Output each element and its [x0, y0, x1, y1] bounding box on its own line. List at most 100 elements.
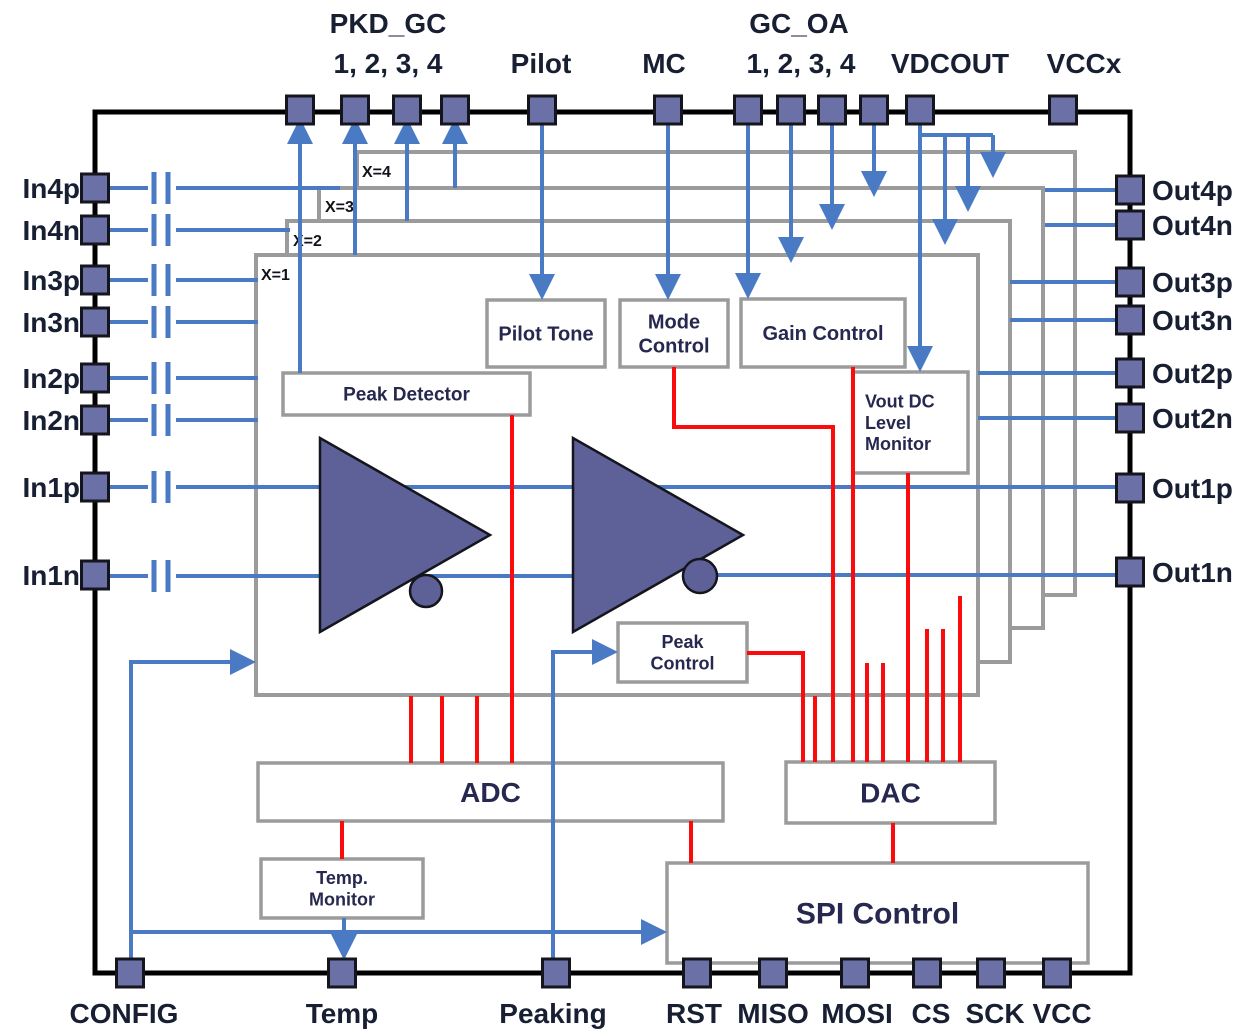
- top-pin-label: 1, 2, 3, 4: [747, 48, 856, 79]
- block-vout-dc-level-monitor-label: Vout DC: [865, 392, 935, 412]
- control-arrowhead: [932, 219, 958, 245]
- bottom-pin-label: MOSI: [821, 998, 893, 1029]
- block-spi-control: [665, 861, 1090, 965]
- block-pilot-tone-label: Pilot Tone: [498, 324, 593, 346]
- bottom-pin-label: Peaking: [499, 998, 606, 1029]
- pin-in1p: [80, 471, 110, 503]
- pin-vdcout: [905, 94, 935, 126]
- amp-2-triangle: [571, 435, 746, 635]
- control-arrowhead: [735, 273, 761, 299]
- pin-out1p: [1115, 472, 1145, 504]
- right-pin-label: Out2n: [1152, 403, 1233, 434]
- top-pin-label: 1, 2, 3, 4: [334, 48, 443, 79]
- pin-cs: [912, 957, 942, 989]
- layer-label: X=4: [362, 164, 391, 181]
- left-pin-label: In4n: [22, 215, 80, 246]
- block-adc: [256, 761, 725, 823]
- block-peak-control-label: Peak: [661, 632, 704, 652]
- control-arrowhead: [955, 186, 981, 212]
- pin-out1n: [1115, 556, 1145, 588]
- pin-in1n: [80, 559, 110, 591]
- right-pin-label: Out4n: [1152, 210, 1233, 241]
- left-pin-label: In2p: [22, 363, 80, 394]
- control-arrowhead: [287, 118, 313, 144]
- block-temp-monitor-label: Temp.: [316, 868, 368, 888]
- pin-in4n: [80, 214, 110, 246]
- block-mode-control-label: Mode: [648, 312, 700, 334]
- pin-in3p: [80, 264, 110, 296]
- right-pin-label: Out1p: [1152, 473, 1233, 504]
- bottom-pin-label: CONFIG: [70, 998, 179, 1029]
- pin-vcc: [1042, 957, 1072, 989]
- right-pin-label: Out4p: [1152, 175, 1233, 206]
- right-pin-label: Out1n: [1152, 557, 1233, 588]
- pin-miso: [758, 957, 788, 989]
- right-pin-label: Out3p: [1152, 267, 1233, 298]
- monitor-line: [672, 367, 835, 762]
- control-arrowhead: [641, 919, 667, 945]
- block-spi-control-label: SPI Control: [796, 898, 959, 931]
- control-arrowhead: [861, 171, 887, 197]
- pin-out3n: [1115, 304, 1145, 336]
- control-arrowhead: [907, 346, 933, 372]
- block-pilot-tone: [485, 298, 607, 369]
- right-pin-label: Out3n: [1152, 305, 1233, 336]
- monitor-line: [747, 651, 805, 762]
- right-pin-label: Out2p: [1152, 358, 1233, 389]
- pin-config: [115, 957, 145, 989]
- pin-out2p: [1115, 357, 1145, 389]
- pin-pkd-gc-3: [392, 94, 422, 126]
- pin-out2n: [1115, 402, 1145, 434]
- block-dac-label: DAC: [860, 777, 921, 808]
- pin-out4n: [1115, 209, 1145, 241]
- amp-1-offset-circle: [408, 573, 444, 609]
- pin-in3n: [80, 306, 110, 338]
- pin-pkd-gc-1: [285, 94, 315, 126]
- pin-pilot: [527, 94, 557, 126]
- pin-peaking: [541, 957, 571, 989]
- bottom-pin-label: Temp: [306, 998, 379, 1029]
- top-pin-label: Pilot: [511, 48, 572, 79]
- block-vout-dc-level-monitor-label: Level: [865, 413, 911, 433]
- top-pin-label: MC: [642, 48, 686, 79]
- left-pin-label: In1n: [22, 560, 80, 591]
- control-arrow-line: [129, 660, 234, 958]
- block-gain-control: [739, 297, 907, 369]
- bottom-pin-label: MISO: [737, 998, 809, 1029]
- pin-pkd-gc-4: [440, 94, 470, 126]
- control-arrowhead: [778, 237, 804, 263]
- layer-label: X=2: [293, 233, 322, 250]
- top-pin-label: VCCx: [1047, 48, 1122, 79]
- pin-out3p: [1115, 266, 1145, 298]
- pin-gc-oa-1: [733, 94, 763, 126]
- pin-mosi: [840, 957, 870, 989]
- control-arrowhead: [230, 649, 256, 675]
- block-temp-monitor-label: Monitor: [309, 889, 375, 909]
- control-arrowhead: [592, 639, 618, 665]
- top-pin-label: GC_OA: [749, 8, 849, 39]
- left-pin-label: In2n: [22, 405, 80, 436]
- pin-sck: [976, 957, 1006, 989]
- block-vout-dc-level-monitor-label: Monitor: [865, 434, 931, 454]
- layer-label: X=1: [261, 267, 290, 284]
- block-adc-label: ADC: [460, 777, 521, 808]
- pin-mc: [653, 94, 683, 126]
- left-pin-label: In1p: [22, 472, 80, 503]
- block-gain-control-label: Gain Control: [762, 323, 883, 345]
- control-arrowhead: [655, 274, 681, 300]
- control-arrow-line: [551, 650, 596, 958]
- bottom-pin-label: VCC: [1032, 998, 1091, 1029]
- pin-in2p: [80, 362, 110, 394]
- pin-in4p: [80, 172, 110, 204]
- left-pin-label: In4p: [22, 173, 80, 204]
- block-mode-control: [618, 298, 730, 369]
- top-pin-label: PKD_GC: [330, 8, 447, 39]
- block-peak-detector-label: Peak Detector: [343, 385, 470, 406]
- pin-out4p: [1115, 174, 1145, 206]
- bottom-pin-label: SCK: [965, 998, 1024, 1029]
- pin-pkd-gc-2: [340, 94, 370, 126]
- control-arrowhead: [442, 118, 468, 144]
- pin-rst: [682, 957, 712, 989]
- control-arrowhead: [980, 152, 1006, 178]
